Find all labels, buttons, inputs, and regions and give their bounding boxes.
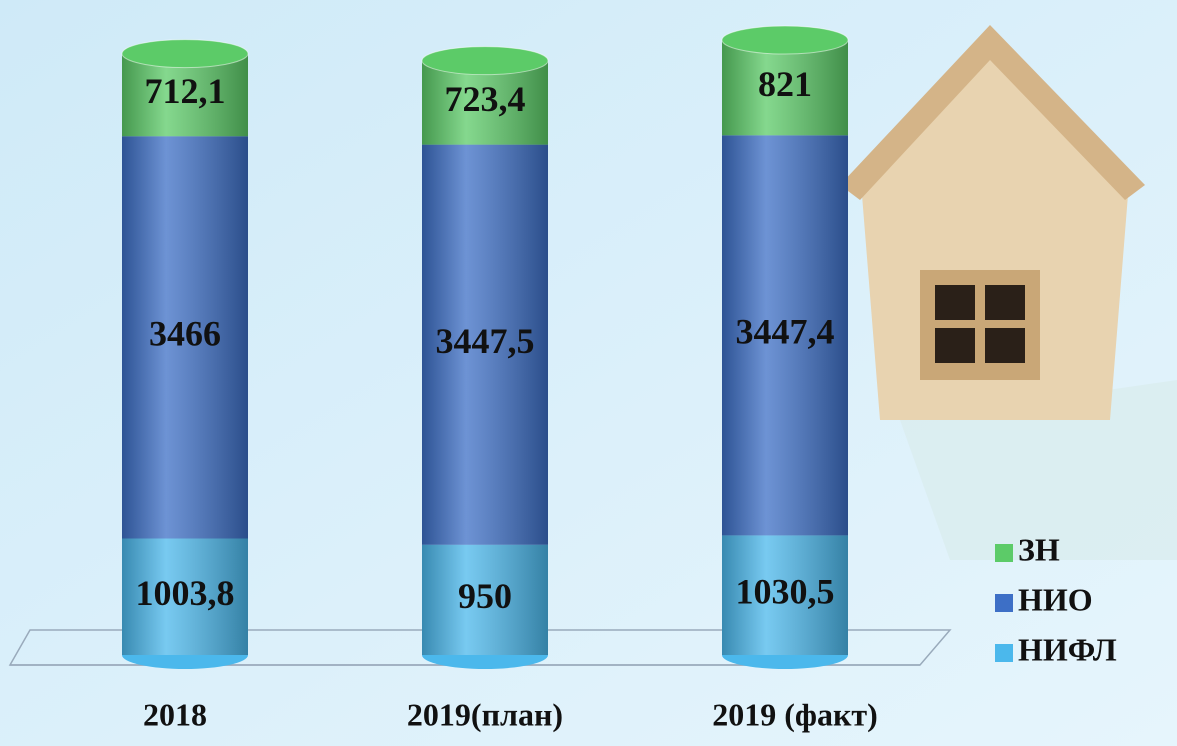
x-tick-label: 2019 (факт) [712,696,878,732]
legend-label: НИФЛ [1018,631,1117,667]
legend-label: ЗН [1018,531,1060,567]
value-label: 3447,4 [736,312,835,352]
value-label: 712,1 [145,71,226,111]
value-label: 950 [458,576,512,616]
legend-swatch [995,544,1013,562]
cylinder-cap [422,47,548,75]
value-label: 3466 [149,314,221,354]
legend-label: НИО [1018,581,1093,617]
cylinder-cap [122,40,248,68]
chart: 1003,8 3466 712,1 2018 950 3447,5 723,4 2019(пл… [0,0,1177,746]
value-label: 821 [758,64,812,104]
x-tick-label: 2018 [143,696,207,732]
legend-swatch [995,594,1013,612]
value-label: 723,4 [445,79,526,119]
value-label: 1003,8 [136,573,235,613]
legend-swatch [995,644,1013,662]
value-label: 1030,5 [736,571,835,611]
cylinder-cap [722,26,848,54]
x-tick-label: 2019(план) [407,696,563,732]
value-label: 3447,5 [436,321,535,361]
page: {"chart_data": {"type": "bar", "stacked"… [0,0,1177,746]
